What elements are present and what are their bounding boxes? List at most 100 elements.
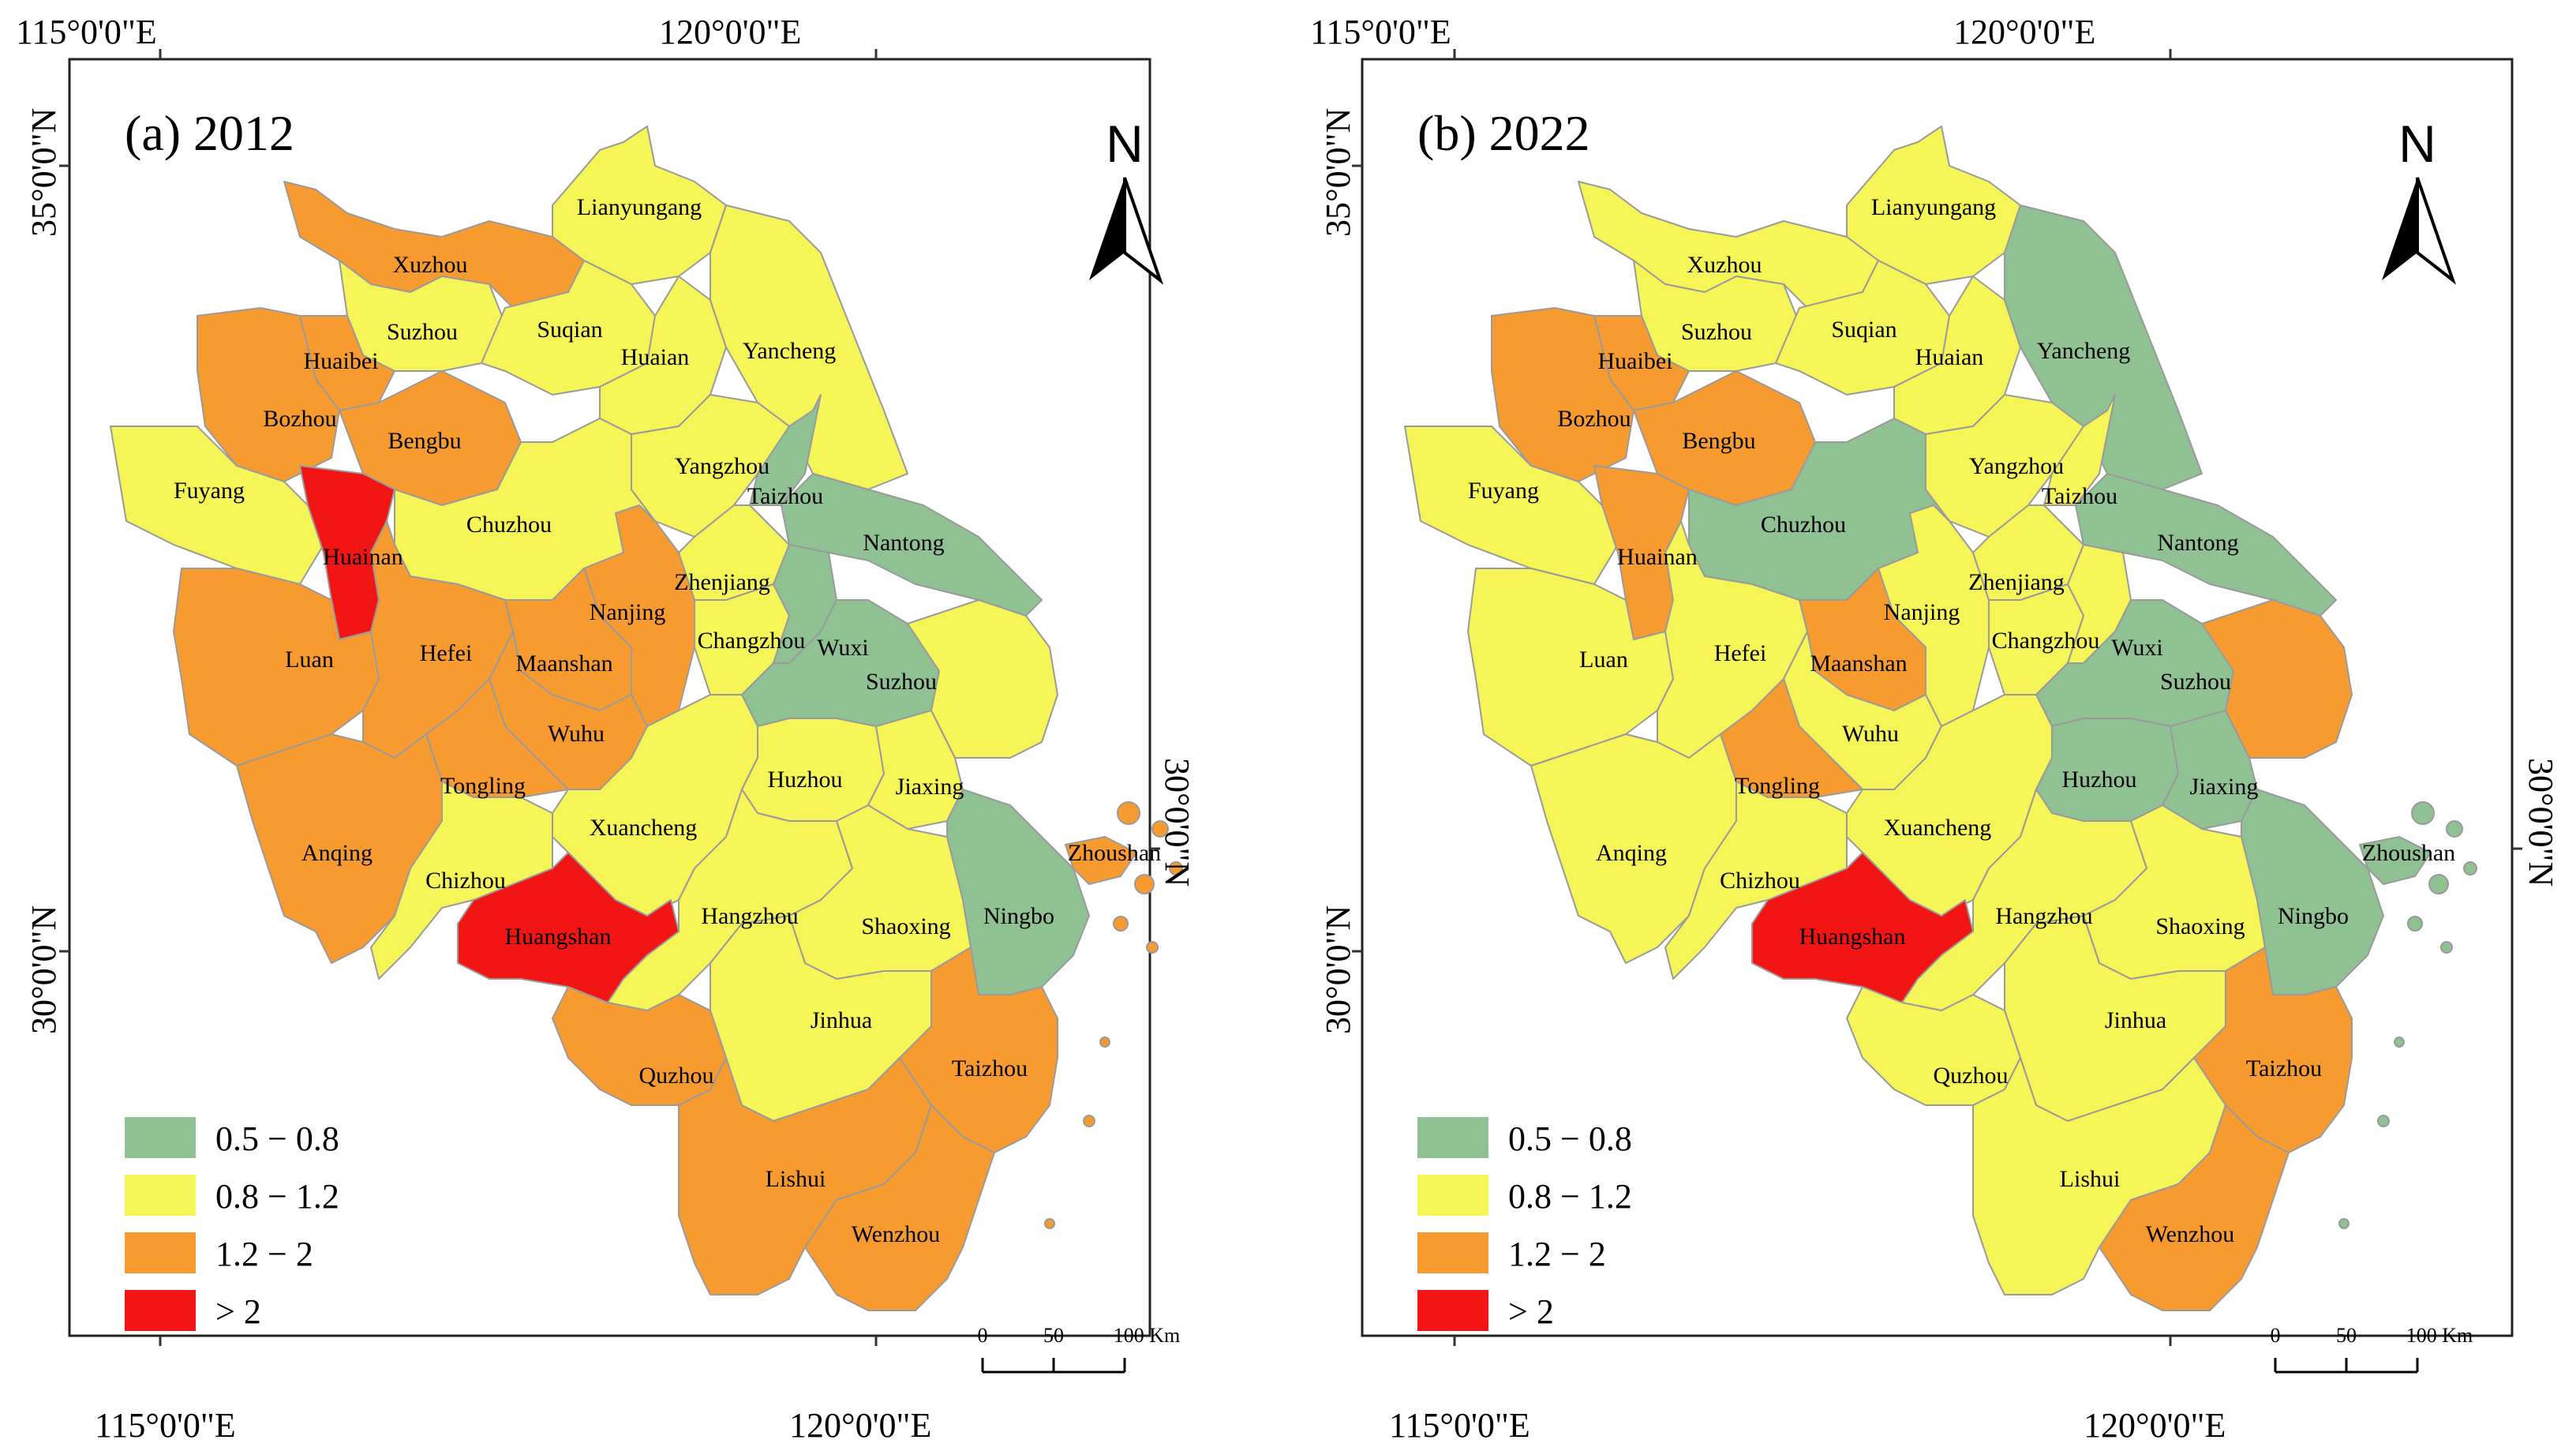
island-shape: [2411, 801, 2435, 825]
city-label-taizhou_s: Taizhou: [952, 1055, 1028, 1082]
legend-swatch-low: [1417, 1117, 1488, 1158]
city-label-xuancheng: Xuancheng: [1884, 815, 1992, 841]
city-label-suqian: Suqian: [537, 317, 602, 343]
city-label-huzhou: Huzhou: [768, 767, 843, 793]
island-shape: [2440, 941, 2453, 954]
city-label-fuyang: Fuyang: [174, 478, 245, 504]
island-shape: [2338, 1218, 2349, 1229]
region-wenzhou: [804, 1104, 995, 1311]
city-label-yancheng: Yancheng: [743, 338, 837, 364]
north-label: N: [2398, 114, 2436, 173]
city-label-wuxi: Wuxi: [817, 635, 868, 661]
city-label-luan: Luan: [285, 647, 334, 673]
city-label-suzhou: Suzhou: [866, 669, 937, 695]
city-label-ningbo: Ningbo: [983, 903, 1054, 929]
city-label-wuhu: Wuhu: [1842, 721, 1899, 747]
city-label-quzhou: Quzhou: [1934, 1063, 2009, 1089]
region-wenzhou: [2099, 1104, 2290, 1311]
city-label-huaian: Huaian: [621, 344, 690, 370]
city-label-quzhou: Quzhou: [639, 1063, 714, 1089]
city-label-suqian: Suqian: [1831, 317, 1896, 343]
north-arrow-icon: [2382, 178, 2417, 280]
region-taizhou_n: [749, 394, 822, 506]
region-bozhou: [197, 307, 340, 482]
city-label-nanjing: Nanjing: [1884, 599, 1960, 625]
city-label-huzhou: Huzhou: [2062, 767, 2137, 793]
city-label-wenzhou: Wenzhou: [852, 1221, 941, 1247]
city-label-xuzhou: Xuzhou: [1687, 252, 1762, 278]
city-label-tongling: Tongling: [440, 773, 526, 799]
city-label-wuxi: Wuxi: [2111, 635, 2162, 661]
region-shanghai: [2201, 599, 2353, 759]
lat-label-top: 35°0'0"N: [1319, 108, 1357, 237]
city-label-ningbo: Ningbo: [2278, 903, 2349, 929]
city-label-hangzhou: Hangzhou: [1995, 903, 2092, 929]
map-panel-b: Lianyungang Xuzhou Suzhou Suqian Huaian Yanch…: [1310, 13, 2560, 1445]
city-label-shaoxing: Shaoxing: [2155, 913, 2245, 939]
city-label-hangzhou: Hangzhou: [701, 903, 798, 929]
north-label: N: [1106, 114, 1144, 173]
lon-label-top-right: 120°0'0"E: [659, 13, 801, 51]
city-label-lishui: Lishui: [2060, 1166, 2121, 1192]
city-label-zhenjiang: Zhenjiang: [1968, 569, 2065, 595]
city-label-jinhua: Jinhua: [811, 1007, 872, 1033]
city-label-taizhou_n: Taizhou: [747, 483, 823, 509]
city-label-yancheng: Yancheng: [2037, 338, 2131, 364]
island-shape: [1146, 941, 1159, 954]
island-shape: [2407, 916, 2423, 932]
region-taizhou_n: [2043, 394, 2116, 506]
legend-label: > 2: [215, 1292, 261, 1331]
legend-label: 0.8 − 1.2: [1508, 1177, 1632, 1216]
region-nantong: [781, 473, 1043, 617]
city-label-maanshan: Maanshan: [1810, 651, 1907, 677]
city-label-nantong: Nantong: [863, 530, 944, 556]
legend-swatch-vhigh: [125, 1290, 196, 1331]
city-label-zhoushan: Zhoushan: [1068, 840, 1161, 866]
legend-swatch-low: [125, 1117, 196, 1158]
city-label-jiaxing: Jiaxing: [896, 774, 964, 800]
island-shape: [1151, 820, 1169, 838]
city-label-taizhou_s: Taizhou: [2246, 1055, 2322, 1082]
lat-label-top: 35°0'0"N: [24, 108, 63, 237]
lon-label-top-right: 120°0'0"E: [1953, 13, 2095, 51]
region-fuyang: [110, 426, 324, 585]
city-label-jiaxing: Jiaxing: [2190, 774, 2259, 800]
city-label-huangshan: Huangshan: [505, 924, 612, 950]
city-label-chizhou: Chizhou: [425, 868, 506, 894]
lat-label-right: 30°0'0"N: [2522, 758, 2560, 887]
lat-label-bottom: 30°0'0"N: [1319, 905, 1357, 1034]
city-label-fuyang: Fuyang: [1468, 478, 1539, 504]
legend-label: 1.2 − 2: [1508, 1235, 1606, 1273]
lon-label-bottom-right: 120°0'0"E: [789, 1406, 931, 1445]
region-zhoushan: [1065, 836, 1137, 885]
city-label-zhenjiang: Zhenjiang: [674, 569, 770, 595]
lat-label-bottom: 30°0'0"N: [24, 905, 63, 1034]
island-shape: [2463, 861, 2477, 875]
city-label-wuhu: Wuhu: [548, 721, 605, 747]
region-layer: Lianyungang Xuzhou Suzhou Suqian Huaian Yanch…: [110, 126, 1183, 1311]
scale-label: 100 Km: [2406, 1324, 2473, 1347]
city-label-anqing: Anqing: [301, 840, 373, 866]
city-label-maanshan: Maanshan: [515, 651, 612, 677]
city-label-bengbu: Bengbu: [388, 428, 461, 454]
city-label-hefei: Hefei: [420, 640, 473, 666]
region-shanghai: [907, 599, 1058, 759]
city-label-changzhou: Changzhou: [1992, 628, 2100, 654]
legend-label: 0.5 − 0.8: [1508, 1119, 1632, 1158]
island-shape: [1169, 861, 1183, 875]
map-panel-a: Lianyungang Xuzhou Suzhou Suqian Huaian Yanch…: [16, 13, 1196, 1445]
city-label-chizhou: Chizhou: [1720, 868, 1800, 894]
city-label-shaoxing: Shaoxing: [861, 913, 950, 939]
lon-label-top-left: 115°0'0"E: [16, 13, 157, 51]
city-label-huaibei: Huaibei: [1598, 348, 1673, 374]
north-arrow-icon: [2416, 177, 2457, 285]
city-label-huainan: Huainan: [1617, 544, 1698, 570]
island-shape: [2446, 820, 2463, 838]
city-label-anqing: Anqing: [1596, 840, 1667, 866]
panel-title: (a) 2012: [125, 105, 294, 161]
city-label-zhoushan: Zhoushan: [2362, 840, 2455, 866]
lon-label-bottom-left: 115°0'0"E: [95, 1406, 236, 1445]
city-label-nantong: Nantong: [2157, 530, 2238, 556]
lon-label-top-left: 115°0'0"E: [1310, 13, 1451, 51]
